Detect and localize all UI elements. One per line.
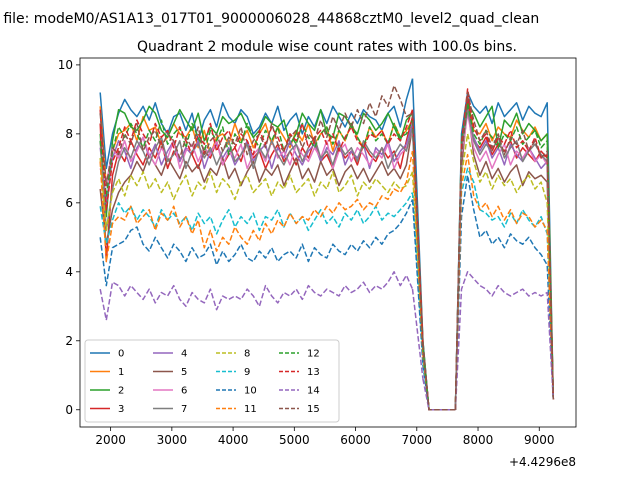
legend-label-8: 8 (244, 349, 250, 360)
legend-label-15: 15 (307, 404, 320, 415)
series-1-segment-0 (99, 106, 414, 187)
series-14-bridge-0 (411, 288, 424, 379)
series-13-segment-0 (99, 109, 414, 211)
legend-label-5: 5 (181, 367, 187, 378)
y-tick-label: 8 (65, 127, 73, 141)
legend-label-2: 2 (118, 386, 124, 397)
legend-label-0: 0 (118, 349, 124, 360)
series-14-segment-0 (99, 271, 414, 321)
legend-label-9: 9 (244, 367, 250, 378)
series-11-segment-2 (454, 153, 555, 410)
series-10-bridge-0 (411, 199, 424, 365)
series-8-segment-0 (99, 157, 414, 232)
x-tick-label: 8000 (463, 433, 494, 447)
x-offset-label: +4.4296e8 (509, 455, 576, 469)
chart-title: Quadrant 2 module wise count rates with … (137, 39, 517, 55)
x-tick-label: 3000 (157, 433, 188, 447)
x-axis: 2000 3000 4000 5000 6000 7000 8000 9000 (95, 427, 555, 447)
legend-label-7: 7 (181, 404, 187, 415)
plot-area (99, 78, 555, 411)
series-12-segment-2 (454, 102, 555, 410)
series-9-bridge-0 (411, 192, 424, 362)
legend-label-4: 4 (181, 349, 187, 360)
x-tick-label: 5000 (279, 433, 310, 447)
series-10-segment-0 (99, 199, 414, 287)
series-11-segment-0 (99, 150, 414, 263)
series-10-segment-2 (454, 174, 555, 410)
x-tick-label: 4000 (218, 433, 249, 447)
x-tick-label: 7000 (402, 433, 433, 447)
series-2-segment-0 (99, 105, 414, 218)
x-tick-label: 9000 (524, 433, 555, 447)
x-tick-label: 6000 (340, 433, 371, 447)
legend-label-14: 14 (307, 386, 320, 397)
series-7-segment-0 (99, 126, 414, 232)
legend-label-6: 6 (181, 386, 187, 397)
legend-label-1: 1 (118, 367, 124, 378)
y-tick-label: 2 (65, 334, 73, 348)
series-9-segment-2 (454, 167, 555, 410)
legend-label-11: 11 (244, 404, 257, 415)
figure-suptitle: n file: modeM0/AS1A13_017T01_9000006028_… (0, 11, 539, 27)
y-tick-label: 0 (65, 403, 73, 417)
series-15-segment-0 (99, 84, 413, 187)
y-tick-label: 6 (65, 196, 73, 210)
series-15-bridge-0 (411, 113, 424, 345)
legend-label-3: 3 (118, 404, 124, 415)
y-axis: 0 2 4 6 8 10 (58, 58, 80, 417)
series-13-segment-2 (454, 88, 555, 410)
axes-frame (79, 57, 577, 428)
series-15-segment-1 (422, 344, 454, 411)
series-0-segment-2 (454, 91, 555, 410)
y-tick-label: 10 (58, 58, 73, 72)
x-tick-label: 2000 (95, 433, 126, 447)
legend-box (84, 339, 340, 423)
series-14-segment-2 (454, 271, 555, 410)
series-8-segment-2 (454, 133, 555, 410)
series-9-segment-0 (99, 192, 414, 245)
y-tick-label: 4 (65, 265, 73, 279)
legend-label-12: 12 (307, 349, 320, 360)
legend-label-13: 13 (307, 367, 320, 378)
series-12-segment-0 (99, 119, 414, 197)
series-15-segment-2 (454, 91, 555, 410)
legend-label-10: 10 (244, 386, 257, 397)
